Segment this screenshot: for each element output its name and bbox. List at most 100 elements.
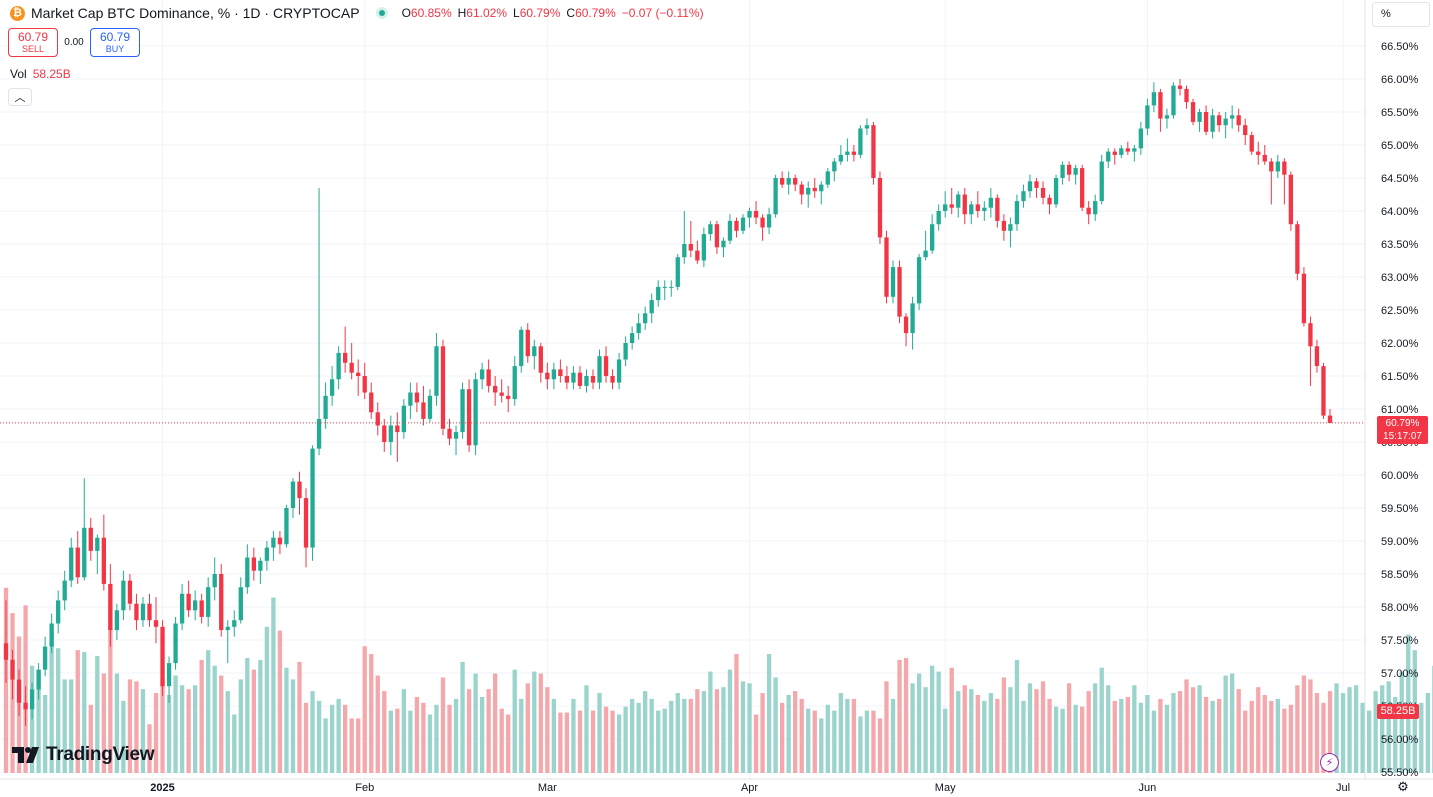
volume-bar bbox=[753, 714, 759, 773]
volume-bar bbox=[1151, 710, 1157, 773]
candle-body bbox=[186, 593, 191, 611]
time-axis[interactable]: 2025 Feb Mar Apr May Jun Jul bbox=[0, 778, 1433, 794]
candle-body bbox=[812, 187, 817, 192]
volume-bar bbox=[1393, 696, 1398, 773]
volume-bar bbox=[147, 724, 152, 773]
candle-body bbox=[1158, 92, 1163, 119]
volume-bar bbox=[851, 698, 857, 773]
low-value: 60.79% bbox=[519, 6, 561, 20]
price-axis[interactable]: 66.50% 66.00% 65.50% 65.00% 64.50% 64.00% 63.5… bbox=[1364, 0, 1419, 780]
candle bbox=[434, 333, 439, 406]
candle bbox=[414, 382, 420, 413]
open-value: 60.85% bbox=[410, 6, 452, 20]
volume-legend[interactable]: Vol 58.25B bbox=[10, 67, 71, 81]
candle bbox=[323, 382, 328, 429]
volume-bar bbox=[336, 698, 341, 773]
candle-body bbox=[166, 663, 172, 687]
candle-body bbox=[688, 244, 693, 251]
volume-bar bbox=[251, 669, 256, 773]
volume-bar bbox=[343, 704, 348, 773]
volume-bar bbox=[329, 704, 335, 773]
candle-body bbox=[206, 587, 211, 617]
price-tick-label: 59.00% bbox=[1381, 536, 1419, 548]
sell-price: 60.79 bbox=[17, 30, 49, 44]
close-label: C bbox=[566, 6, 576, 20]
candle bbox=[662, 280, 667, 301]
candle bbox=[297, 471, 302, 515]
volume-bar bbox=[310, 691, 315, 773]
volume-bar bbox=[923, 687, 928, 773]
candle-body bbox=[460, 389, 465, 433]
sell-button[interactable]: 60.79 SELL bbox=[8, 28, 58, 57]
candlesticks bbox=[3, 79, 1333, 726]
scale-mode-button[interactable]: % bbox=[1372, 2, 1430, 27]
candle-body bbox=[62, 580, 67, 601]
candle-body bbox=[806, 187, 811, 195]
candle-body bbox=[721, 240, 726, 248]
volume-bar bbox=[29, 665, 35, 773]
candle-body bbox=[179, 593, 185, 624]
candle bbox=[127, 574, 133, 611]
volume-bar bbox=[447, 704, 452, 773]
tradingview-logo[interactable]: TradingView bbox=[12, 744, 155, 766]
candle-body bbox=[916, 257, 922, 304]
candle-body bbox=[629, 333, 635, 343]
volume-bar bbox=[714, 689, 720, 773]
candle bbox=[545, 362, 550, 390]
volume-bar bbox=[1119, 698, 1124, 773]
candle bbox=[245, 544, 250, 594]
volume-bar bbox=[636, 702, 641, 773]
candle bbox=[597, 349, 602, 390]
time-tick-label: Jul bbox=[1336, 782, 1350, 794]
volume-bar bbox=[832, 710, 837, 773]
candle-body bbox=[982, 207, 987, 211]
volume-bar bbox=[1040, 681, 1046, 773]
candle bbox=[62, 570, 67, 611]
volume-bar bbox=[1014, 659, 1020, 773]
price-tick-label: 57.00% bbox=[1381, 668, 1419, 680]
symbol-title[interactable]: Market Cap BTC Dominance, % · 1D · CRYPT… bbox=[31, 5, 360, 21]
volume-bar bbox=[656, 710, 661, 773]
candle bbox=[519, 326, 524, 373]
candle-body bbox=[49, 623, 54, 647]
time-tick-label: 2025 bbox=[150, 782, 174, 794]
candle bbox=[1295, 220, 1300, 281]
volume-bar bbox=[453, 698, 459, 773]
candle-body bbox=[1236, 115, 1241, 126]
candle-body bbox=[506, 395, 511, 400]
candle-body bbox=[1184, 88, 1189, 103]
candle bbox=[375, 402, 380, 436]
candle-body bbox=[610, 376, 615, 383]
candle-body bbox=[766, 214, 772, 228]
candle bbox=[284, 504, 289, 548]
candle bbox=[753, 201, 759, 225]
candle bbox=[571, 366, 576, 390]
candle-body bbox=[1321, 366, 1326, 416]
volume-bar bbox=[1282, 708, 1287, 773]
candle-body bbox=[453, 432, 459, 439]
candle-body bbox=[897, 267, 902, 317]
volume-bar bbox=[1106, 685, 1111, 773]
volume-bar bbox=[473, 673, 478, 773]
volume-bar bbox=[1125, 696, 1130, 773]
gear-icon[interactable]: ⚙ bbox=[1397, 779, 1409, 794]
candle bbox=[121, 570, 126, 621]
candle-body bbox=[323, 395, 328, 419]
candle bbox=[532, 339, 537, 370]
lightning-icon[interactable]: ⚡ bbox=[1320, 753, 1339, 772]
candle-body bbox=[232, 620, 237, 627]
candle bbox=[95, 534, 100, 574]
candle-body bbox=[1027, 181, 1033, 192]
buy-button[interactable]: 60.79 BUY bbox=[90, 28, 140, 57]
candle-body bbox=[1093, 201, 1098, 215]
volume-bar bbox=[1314, 693, 1320, 773]
volume-bar bbox=[766, 654, 772, 773]
candle bbox=[1138, 121, 1144, 155]
candle bbox=[577, 366, 583, 390]
candle bbox=[988, 187, 993, 218]
volume-bar bbox=[1190, 687, 1196, 773]
collapse-legend-button[interactable]: ︿ bbox=[8, 88, 32, 106]
candle bbox=[1171, 82, 1176, 119]
candle bbox=[56, 590, 61, 634]
